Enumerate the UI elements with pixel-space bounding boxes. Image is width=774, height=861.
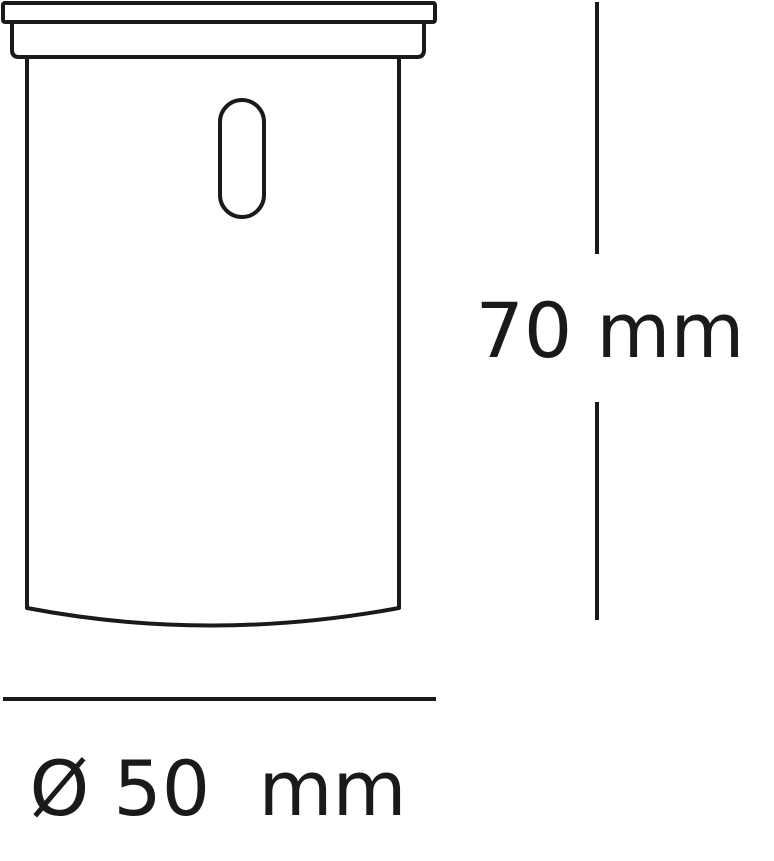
diameter-label: Ø 50 mm: [29, 744, 406, 833]
cylinder-body: [25, 56, 401, 628]
slot-window: [218, 98, 266, 219]
lid-top-rim: [1, 1, 437, 24]
lid-lower-band: [10, 20, 426, 59]
height-label: 70 mm: [476, 286, 745, 375]
